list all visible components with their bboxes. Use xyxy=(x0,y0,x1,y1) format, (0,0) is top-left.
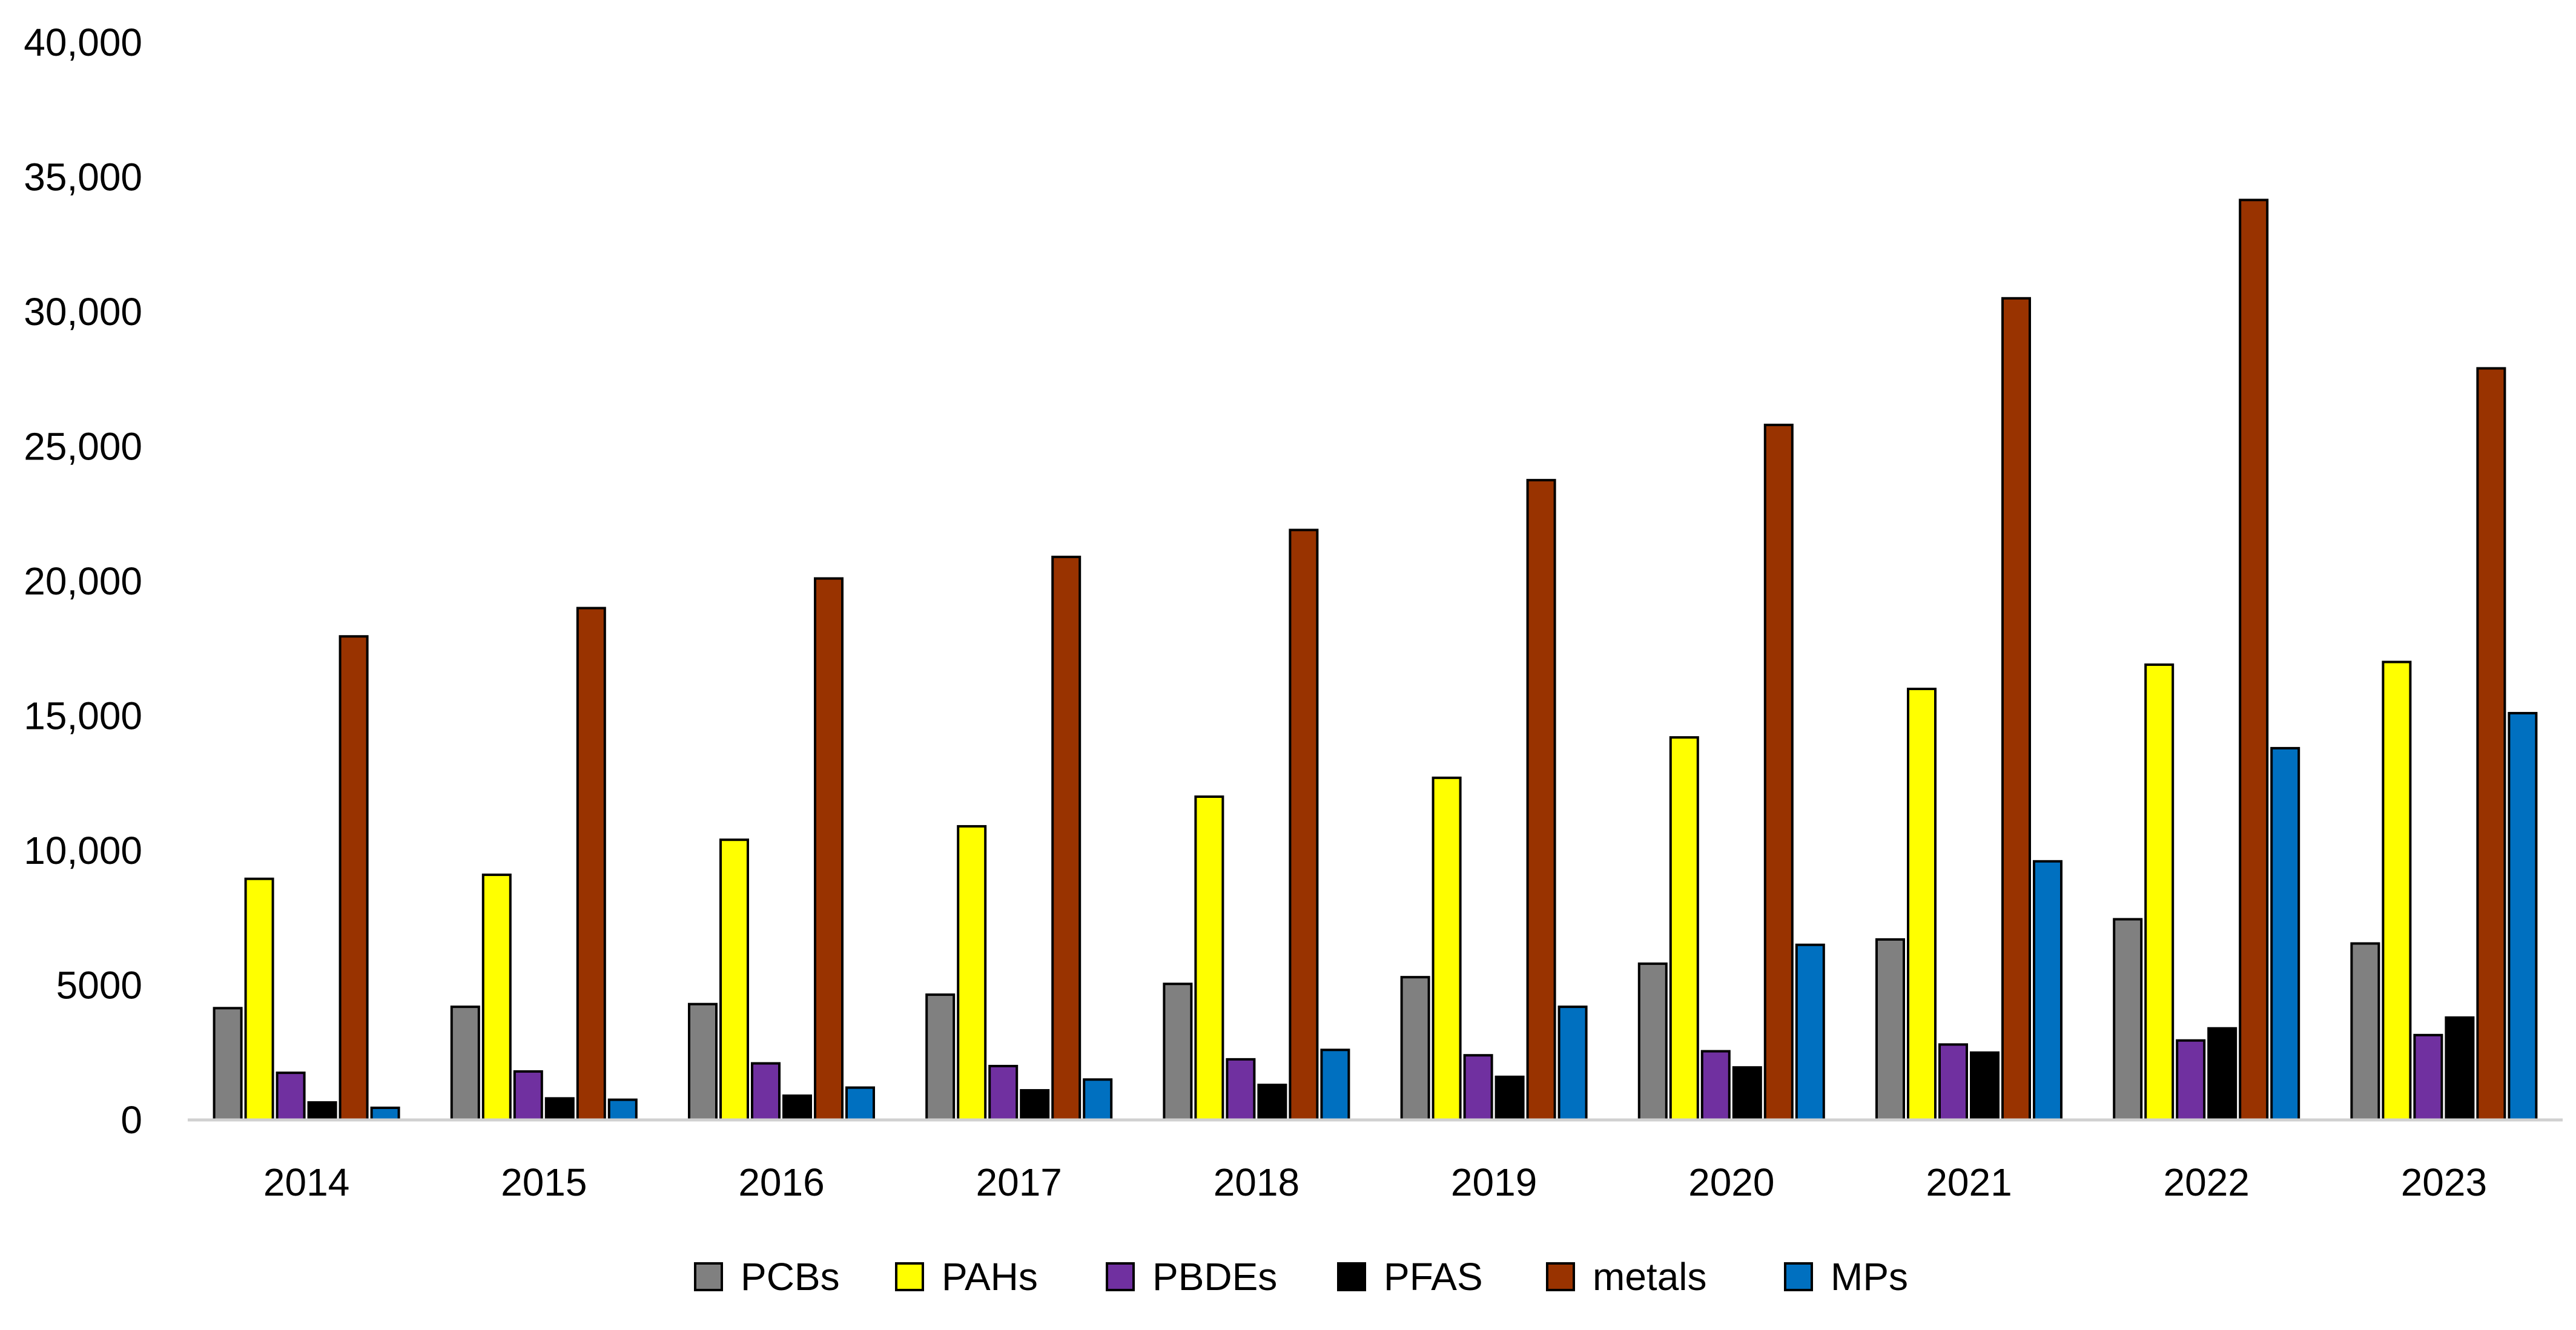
bar-mps-2014 xyxy=(370,1106,400,1121)
bar-pcbs-2014 xyxy=(213,1007,243,1121)
bar-pcbs-2023 xyxy=(2350,942,2380,1122)
bar-pcbs-2018 xyxy=(1163,983,1193,1122)
bar-pahs-2021 xyxy=(1907,688,1937,1121)
bar-mps-2020 xyxy=(1795,943,1825,1121)
bar-pfas-2022 xyxy=(2207,1027,2237,1121)
legend-label-mps: MPs xyxy=(1831,1255,1908,1299)
y-tick-label: 20,000 xyxy=(24,559,142,603)
bar-pcbs-2022 xyxy=(2113,918,2143,1121)
y-tick-label: 15,000 xyxy=(24,694,142,738)
x-tick-label: 2022 xyxy=(2164,1160,2250,1204)
bar-metals-2016 xyxy=(814,577,844,1121)
x-tick-label: 2021 xyxy=(1926,1160,2012,1204)
bar-pcbs-2021 xyxy=(1875,938,1905,1121)
bar-pbdes-2023 xyxy=(2413,1033,2443,1121)
x-tick-label: 2018 xyxy=(1214,1160,1300,1204)
bar-mps-2022 xyxy=(2270,746,2300,1121)
bar-mps-2019 xyxy=(1557,1006,1588,1121)
bar-mps-2023 xyxy=(2508,712,2538,1122)
bar-pbdes-2018 xyxy=(1226,1058,1256,1121)
bar-pahs-2023 xyxy=(2382,660,2412,1121)
x-tick-label: 2015 xyxy=(501,1160,587,1204)
bar-pahs-2019 xyxy=(1432,776,1462,1121)
y-tick-label: 5000 xyxy=(56,964,142,1007)
bar-pfas-2023 xyxy=(2445,1016,2475,1122)
bar-pbdes-2019 xyxy=(1463,1054,1493,1121)
bar-pbdes-2020 xyxy=(1700,1050,1731,1122)
bar-metals-2021 xyxy=(2001,297,2031,1121)
bar-metals-2019 xyxy=(1526,479,1556,1121)
bar-pcbs-2016 xyxy=(688,1002,718,1122)
x-tick-label: 2014 xyxy=(263,1160,349,1204)
y-tick-label: 25,000 xyxy=(24,425,142,469)
bar-metals-2015 xyxy=(576,607,606,1121)
bar-pahs-2015 xyxy=(481,874,512,1122)
legend-swatch-mps xyxy=(1784,1262,1813,1291)
bar-pcbs-2020 xyxy=(1637,962,1668,1122)
bar-mps-2017 xyxy=(1083,1078,1113,1121)
bar-pbdes-2021 xyxy=(1938,1043,1968,1122)
legend-label-pcbs: PCBs xyxy=(741,1255,840,1299)
y-tick-label: 10,000 xyxy=(24,829,142,872)
bar-pbdes-2014 xyxy=(276,1072,306,1121)
x-tick-label: 2020 xyxy=(1688,1160,1774,1204)
bar-pahs-2022 xyxy=(2144,663,2175,1121)
bar-metals-2022 xyxy=(2239,199,2269,1122)
bar-metals-2017 xyxy=(1051,555,1082,1121)
x-tick-label: 2023 xyxy=(2401,1160,2487,1204)
bar-pfas-2014 xyxy=(307,1101,337,1121)
bar-metals-2014 xyxy=(339,635,369,1121)
bar-pcbs-2019 xyxy=(1400,976,1430,1122)
legend-label-metals: metals xyxy=(1593,1255,1707,1299)
bar-pbdes-2015 xyxy=(513,1070,543,1122)
x-tick-label: 2016 xyxy=(738,1160,824,1204)
y-tick-label: 35,000 xyxy=(24,156,142,199)
legend-swatch-metals xyxy=(1546,1262,1575,1291)
bar-pfas-2020 xyxy=(1732,1066,1762,1121)
bar-pbdes-2022 xyxy=(2176,1039,2206,1121)
legend-swatch-pcbs xyxy=(694,1262,723,1291)
bar-pfas-2019 xyxy=(1494,1075,1525,1122)
bar-pcbs-2017 xyxy=(925,993,956,1121)
bar-pbdes-2017 xyxy=(988,1065,1019,1121)
legend-swatch-pahs xyxy=(895,1262,924,1291)
bar-pfas-2017 xyxy=(1020,1089,1050,1122)
legend-swatch-pfas xyxy=(1337,1262,1366,1291)
y-tick-label: 0 xyxy=(121,1098,142,1142)
bar-pahs-2016 xyxy=(719,838,749,1121)
bar-pahs-2014 xyxy=(244,877,274,1121)
bar-metals-2018 xyxy=(1289,528,1319,1121)
bar-pcbs-2015 xyxy=(450,1006,480,1121)
bar-mps-2021 xyxy=(2033,860,2062,1122)
y-tick-label: 30,000 xyxy=(24,290,142,334)
bar-metals-2020 xyxy=(1763,423,1794,1121)
bar-pfas-2016 xyxy=(782,1094,812,1121)
bar-mps-2016 xyxy=(845,1086,875,1121)
x-tick-label: 2017 xyxy=(976,1160,1062,1204)
bar-pahs-2018 xyxy=(1194,795,1224,1121)
x-tick-label: 2019 xyxy=(1451,1160,1537,1204)
bar-pfas-2015 xyxy=(544,1097,575,1122)
bar-pbdes-2016 xyxy=(751,1062,781,1122)
bar-metals-2023 xyxy=(2476,367,2506,1122)
bar-mps-2018 xyxy=(1320,1049,1350,1122)
bar-pahs-2020 xyxy=(1669,736,1699,1121)
bar-pahs-2017 xyxy=(957,825,987,1121)
legend-swatch-pbdes xyxy=(1106,1262,1135,1291)
legend-label-pbdes: PBDEs xyxy=(1152,1255,1277,1299)
bar-mps-2015 xyxy=(607,1098,638,1121)
bar-pfas-2018 xyxy=(1257,1084,1287,1122)
y-tick-label: 40,000 xyxy=(24,21,142,64)
legend-label-pfas: PFAS xyxy=(1384,1255,1483,1299)
legend-label-pahs: PAHs xyxy=(942,1255,1038,1299)
bar-pfas-2021 xyxy=(1970,1051,2000,1121)
